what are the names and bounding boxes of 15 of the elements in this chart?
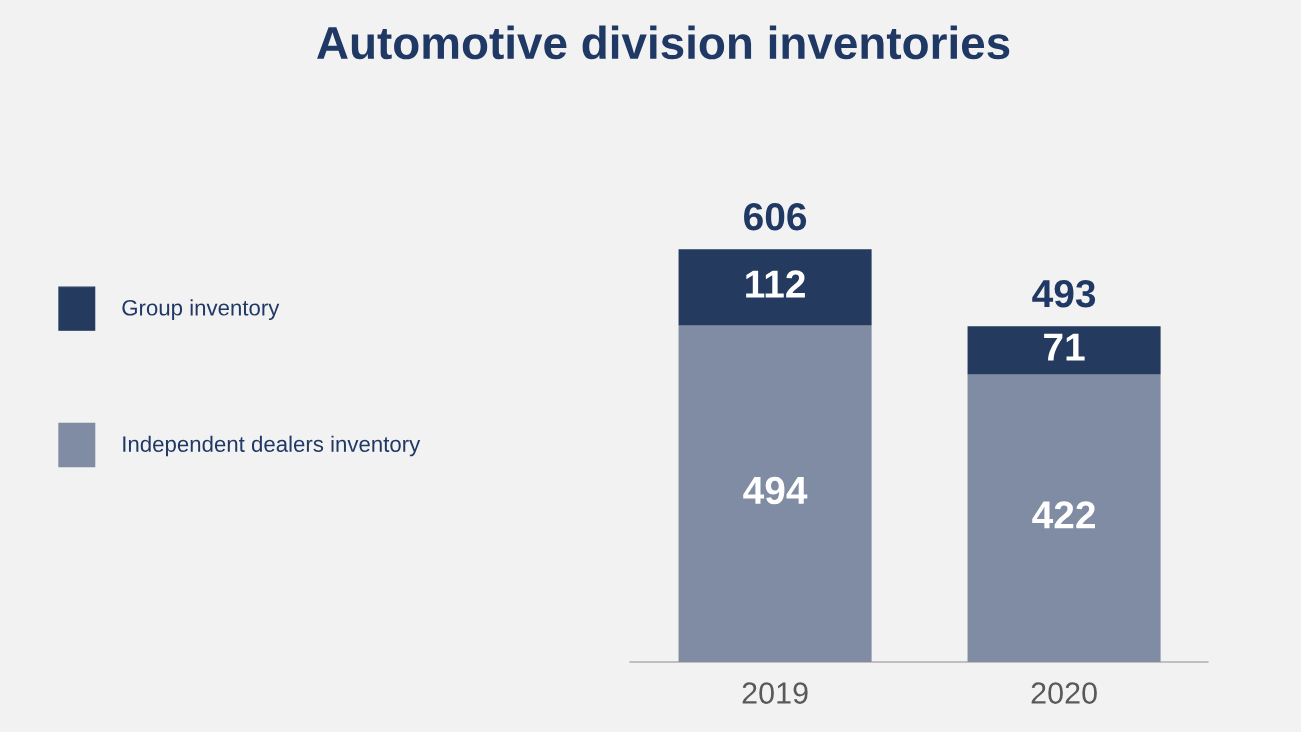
- x-tick-label: 2020: [1031, 682, 1097, 704]
- data-label: 112: [746, 270, 805, 298]
- legend-label: Group inventory: [122, 299, 280, 321]
- total-label: 606: [744, 202, 807, 231]
- legend-label: Independent dealers inventory: [123, 435, 421, 457]
- bar: [678, 325, 872, 662]
- data-label: 71: [1044, 333, 1085, 361]
- total-label: 493: [1032, 279, 1096, 308]
- chart-title: Automotive division inventories: [317, 25, 1010, 60]
- bar: [967, 326, 1161, 375]
- data-label: 494: [743, 476, 808, 505]
- data-label: 422: [1032, 501, 1095, 529]
- bar: [678, 249, 872, 326]
- x-tick-label: 2019: [742, 682, 808, 704]
- bar: [967, 374, 1161, 662]
